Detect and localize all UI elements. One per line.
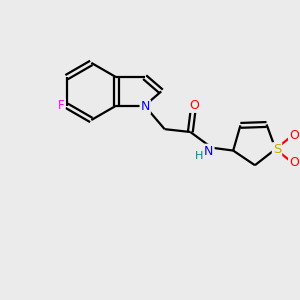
Text: H: H — [195, 151, 203, 161]
Text: O: O — [289, 156, 299, 169]
Text: N: N — [204, 145, 214, 158]
Text: O: O — [289, 129, 299, 142]
Text: S: S — [273, 143, 281, 156]
Text: O: O — [189, 99, 199, 112]
Text: N: N — [140, 100, 150, 113]
Text: F: F — [58, 99, 65, 112]
